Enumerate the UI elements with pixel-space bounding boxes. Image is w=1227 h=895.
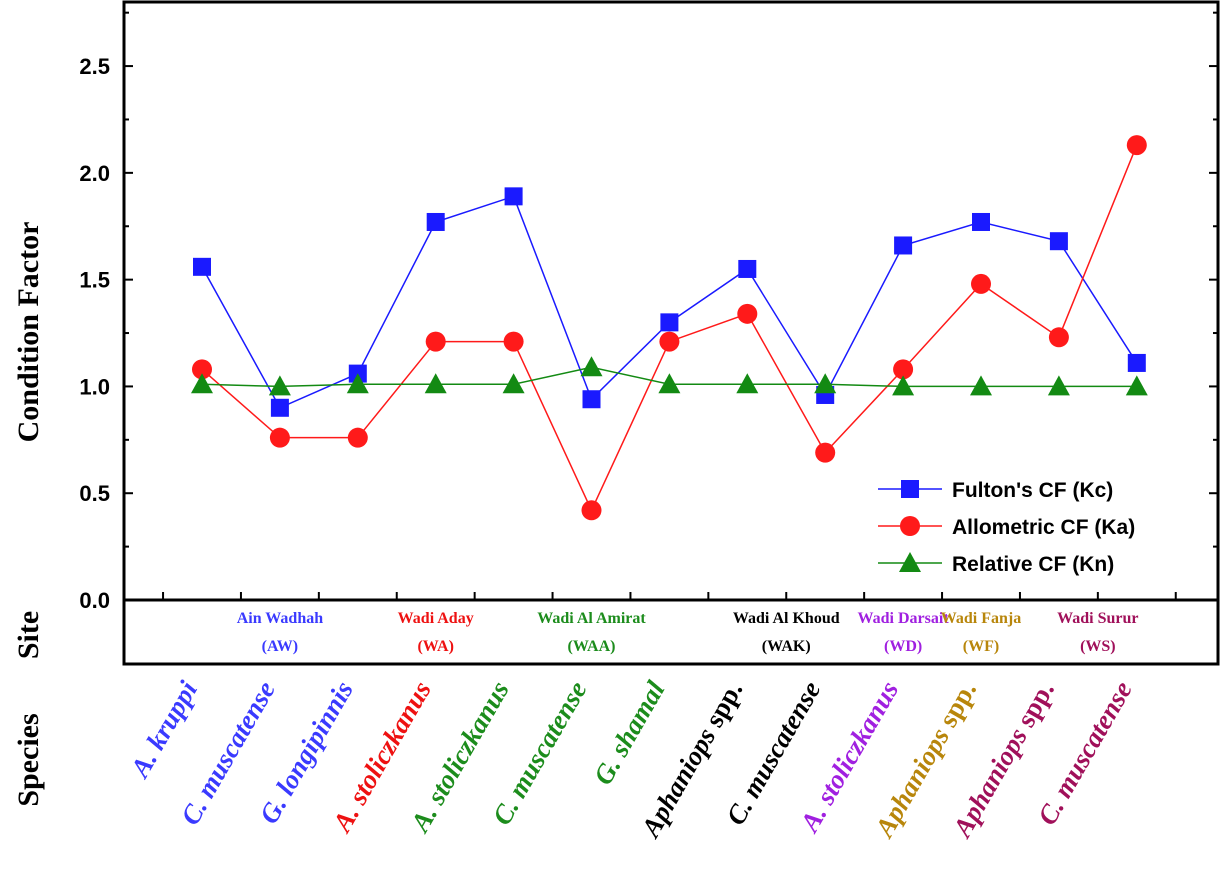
site-name: Wadi Surur [1057, 610, 1138, 627]
data-point [815, 442, 836, 463]
data-point [660, 313, 679, 332]
series-layer [191, 135, 1148, 521]
data-point [737, 303, 758, 324]
data-point [503, 331, 524, 352]
y-tick-label: 1.5 [79, 268, 110, 293]
data-point [894, 236, 913, 255]
site-code: (WA) [417, 638, 453, 655]
data-point [426, 212, 445, 231]
y-tick-label: 2.5 [79, 54, 110, 79]
species-axis-title: Species [12, 713, 45, 806]
data-point [270, 398, 289, 417]
data-point [1127, 353, 1146, 372]
species-genus: Aphaniops [946, 723, 1033, 844]
data-point [736, 373, 759, 394]
site-code: (WAA) [568, 638, 616, 655]
series-1 [192, 135, 1147, 521]
y-tick-label: 0.5 [79, 481, 110, 506]
data-point [1126, 135, 1147, 156]
data-point [191, 373, 213, 394]
site-code: (WF) [963, 638, 999, 655]
data-point [347, 427, 368, 448]
species-genus: A. kruppi [124, 676, 204, 784]
data-point [659, 331, 680, 352]
legend-marker [899, 552, 921, 572]
data-point [892, 375, 915, 396]
site-axis-title: Site [12, 611, 45, 659]
site-frame [122, 598, 1220, 666]
site-panel: Ain Wadhah (AW) Wadi Aday (WA) Wadi Al Amira… [237, 610, 1139, 655]
site-code: (WAK) [762, 638, 811, 655]
species-genus: G. shamal [588, 676, 671, 790]
data-point [582, 390, 601, 409]
data-point [193, 257, 211, 276]
legend-label: Fulton's CF (Kc) [952, 479, 1113, 502]
legend-marker [901, 480, 919, 498]
data-point [424, 373, 447, 394]
site-name: Wadi Aday [398, 610, 474, 627]
data-point [1047, 375, 1070, 396]
data-point [502, 373, 525, 394]
series-2 [191, 356, 1148, 396]
species-genus: Aphaniops [634, 723, 721, 844]
legend-label: Relative CF (Kn) [952, 553, 1114, 576]
y-tick-label: 0.0 [79, 588, 110, 613]
site-code: (WD) [884, 638, 922, 655]
site-code: (AW) [262, 638, 298, 655]
data-point [1049, 232, 1068, 251]
data-point [738, 259, 757, 278]
data-point [192, 359, 212, 380]
data-point [581, 500, 602, 521]
data-point [970, 375, 992, 396]
legend-label: Allometric CF (Ka) [952, 516, 1135, 539]
site-name: Wadi Al Amirat [537, 610, 646, 627]
data-point [269, 427, 290, 448]
plot-frame [122, 0, 1220, 602]
data-point [971, 273, 991, 294]
data-point [893, 359, 914, 380]
axes: 0.0 0.5 1.0 1.5 2.0 2.5 [79, 0, 1220, 666]
site-name: Wadi Darsait [858, 610, 950, 627]
y-tick-label: 1.0 [79, 374, 110, 399]
legend-marker [900, 516, 920, 536]
data-point [814, 373, 837, 394]
data-point [658, 373, 681, 394]
data-point [268, 375, 291, 396]
site-code: (WS) [1080, 638, 1116, 655]
legend: Fulton's CF (Kc) Allometric CF (Ka) Relati… [878, 479, 1135, 576]
site-name: Wadi Al Khoud [733, 610, 840, 627]
data-point [504, 187, 523, 206]
species-label: G. shamal [588, 676, 671, 790]
y-tick-label: 2.0 [79, 161, 110, 186]
data-point [972, 212, 990, 231]
species-genus: Aphaniops [868, 723, 955, 844]
site-name: Ain Wadhah [237, 610, 324, 627]
data-point [1125, 375, 1148, 396]
data-point [580, 356, 603, 377]
species-label: A. kruppi [124, 676, 204, 784]
site-name: Wadi Fanja [941, 610, 1021, 627]
data-point [1048, 327, 1069, 348]
y-axis-title: Condition Factor [12, 222, 45, 443]
data-point [346, 373, 369, 394]
data-point [425, 331, 446, 352]
